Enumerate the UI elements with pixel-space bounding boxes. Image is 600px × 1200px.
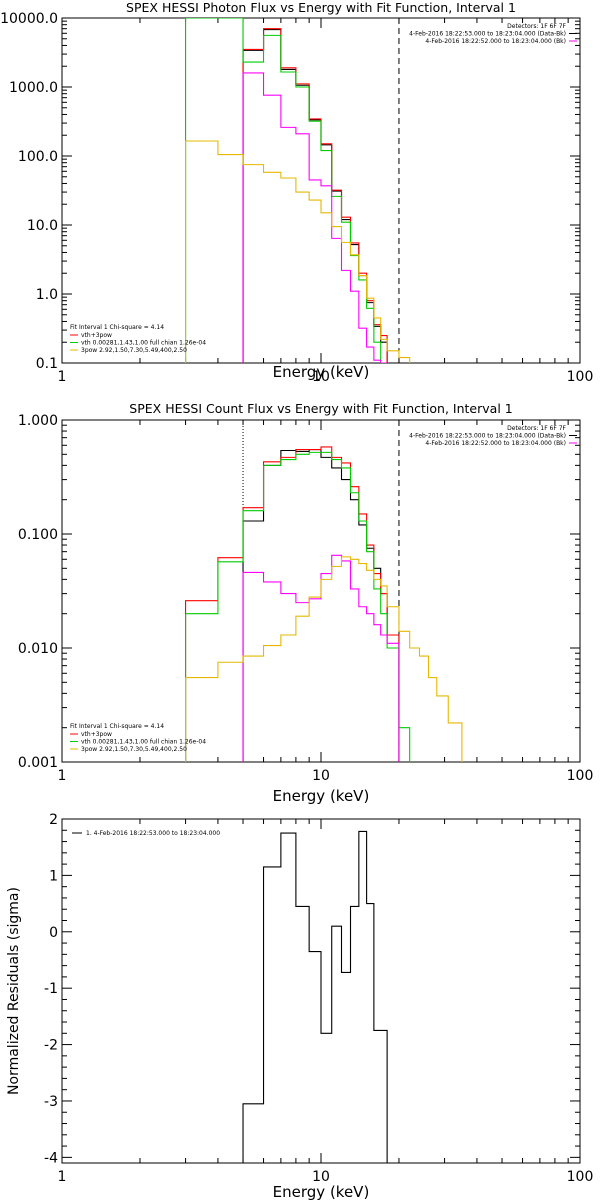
series-line-4 [185,140,411,363]
x-tick-label: 10 [312,1169,330,1185]
series-line-4 [185,556,463,762]
y-tick-label: 0.1 [36,356,58,372]
x-axis-label: Energy (keV) [273,363,370,381]
header-line: 4-Feb-2016 18:22:53.000 to 18:23:04.000 … [409,31,566,38]
y-tick-label: -1 [44,981,58,997]
y-tick-label: 0.001 [18,755,58,771]
y-tick-label: 0.010 [18,641,58,657]
y-tick-label: 0 [49,925,58,941]
series-line-2 [185,18,388,363]
x-tick-label: 1 [58,369,67,385]
photon-chart: SPEX HESSI Photon Flux vs Energy with Fi… [0,0,593,385]
y-tick-label: 2 [49,812,58,828]
legend-label: 3pow 2.92,1.50,7.30,5.49,400,2.50 [81,746,187,753]
header-line: Detectors: 1F 6F 7F [507,425,566,432]
x-axis-label: Energy (keV) [273,787,370,805]
series-line-0 [242,830,399,1163]
series-group [185,446,463,762]
y-tick-label: 1000.0 [9,80,58,96]
y-tick-label: -2 [44,1038,58,1054]
y-tick-label: 100.0 [18,149,58,165]
header-line: 4-Feb-2016 18:22:52.000 to 18:23:04.000 … [425,38,566,45]
series-group [185,18,411,363]
chart-title: SPEX HESSI Photon Flux vs Energy with Fi… [126,0,516,15]
x-tick-label: 1 [58,768,67,784]
x-tick-label: 1 [58,1169,67,1185]
series-group [242,830,399,1163]
y-tick-label: 10.0 [27,218,58,234]
y-tick-label: -4 [44,1150,58,1166]
legend-label: vth 0.00281,1.43,1.00 full chian 1.26e-0… [81,340,206,347]
legend-label: vth+3pow [81,332,112,339]
header-line: 4-Feb-2016 18:22:53.000 to 18:23:04.000 … [409,433,566,440]
y-tick-label: 1 [49,868,58,884]
count-chart: SPEX HESSI Count Flux vs Energy with Fit… [18,401,593,805]
y-tick-label: 10000.0 [0,11,58,27]
legend-label: vth 0.00281,1.43,1.00 full chian 1.26e-0… [81,739,206,746]
y-tick-label: 1.000 [18,413,58,429]
legend-label: vth+3pow [81,731,112,738]
x-tick-label: 100 [567,1169,594,1185]
series-line-3 [242,72,388,363]
y-tick-label: -3 [44,1094,58,1110]
series-line-0 [242,449,400,762]
x-tick-label: 10 [312,369,330,385]
legend-label: 1. 4-Feb-2016 18:22:53.000 to 18:23:04.0… [86,830,220,837]
header-line: Detectors: 1F 6F 7F [507,23,566,30]
chart-title: SPEX HESSI Count Flux vs Energy with Fit… [129,401,512,416]
y-tick-label: 0.100 [18,527,58,543]
x-axis-label: Energy (keV) [273,1183,370,1200]
y-tick-label: 1.0 [36,287,58,303]
y-axis-label: Normalized Residuals (sigma) [6,887,22,1095]
legend-label: 3pow 2.92,1.50,7.30,5.49,400,2.50 [81,347,187,354]
header-line: 4-Feb-2016 18:22:52.000 to 18:23:04.000 … [425,440,566,447]
x-tick-label: 100 [567,369,594,385]
series-line-2 [185,451,411,762]
residuals-chart: 1 10 100 -4 -3 -2 -1 0 1 2 Energy (keV) Normalized … [6,812,593,1200]
legend-title: Fit Interval 1 Chi-square = 4.14 [70,324,164,331]
legend-title: Fit Interval 1 Chi-square = 4.14 [70,723,164,730]
x-tick-label: 10 [312,768,330,784]
x-tick-label: 100 [567,768,594,784]
